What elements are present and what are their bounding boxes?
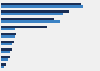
Bar	[1, 58, 8, 61]
Bar	[1, 3, 81, 5]
Bar	[1, 66, 4, 68]
Bar	[1, 5, 83, 8]
Bar	[1, 25, 46, 28]
Bar	[1, 36, 15, 38]
Bar	[1, 48, 12, 51]
Bar	[1, 18, 54, 20]
Bar	[1, 28, 15, 30]
Bar	[1, 33, 16, 36]
Bar	[1, 20, 60, 23]
Bar	[1, 43, 12, 46]
Bar	[1, 63, 6, 66]
Bar	[1, 41, 14, 43]
Bar	[1, 13, 63, 15]
Bar	[1, 51, 10, 53]
Bar	[1, 56, 10, 58]
Bar	[1, 10, 69, 13]
